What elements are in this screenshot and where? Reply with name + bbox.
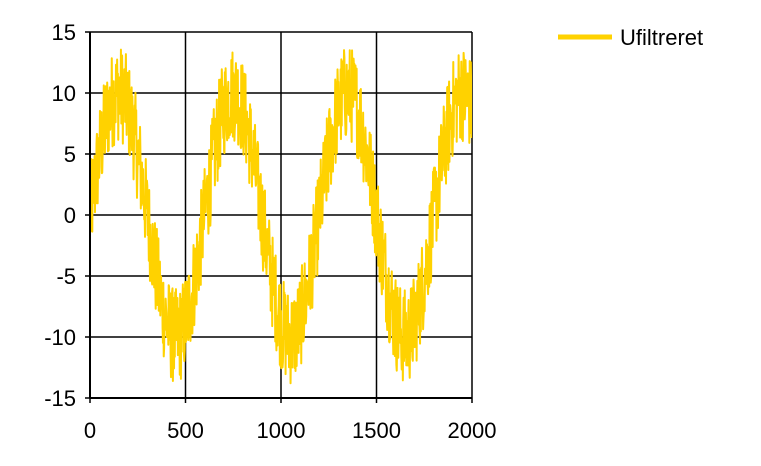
y-tick-label: 5 — [64, 142, 76, 167]
legend-label-ufiltreret: Ufiltreret — [620, 25, 703, 50]
y-tick-label: -5 — [56, 264, 76, 289]
legend: Ufiltreret — [558, 25, 703, 50]
x-tick-label: 500 — [167, 418, 204, 443]
y-tick-label: 0 — [64, 203, 76, 228]
y-tick-label: -15 — [44, 386, 76, 411]
x-tick-label: 2000 — [448, 418, 497, 443]
y-tick-label: 10 — [52, 81, 76, 106]
y-tick-labels: 15 10 5 0 -5 -10 -15 — [44, 20, 76, 411]
x-tick-label: 1500 — [352, 418, 401, 443]
axes — [85, 31, 473, 403]
x-tick-label: 1000 — [257, 418, 306, 443]
x-tick-labels: 0 500 1000 1500 2000 — [84, 418, 497, 443]
series-layer — [90, 48, 472, 385]
x-tick-label: 0 — [84, 418, 96, 443]
series-line-ufiltreret — [90, 48, 472, 385]
y-tick-label: 15 — [52, 20, 76, 45]
y-tick-label: -10 — [44, 325, 76, 350]
